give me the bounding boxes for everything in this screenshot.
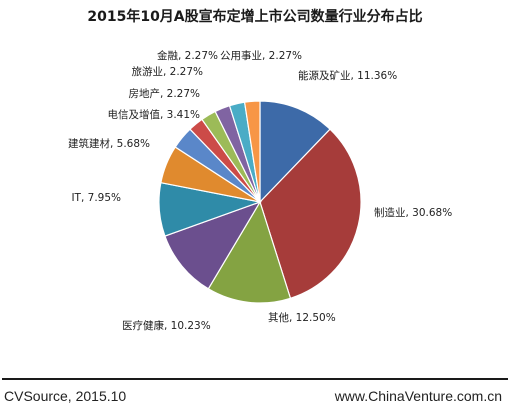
slice-label-10: 公用事业, 2.27% [220, 49, 302, 62]
slice-label-7: 房地产, 2.27% [128, 87, 200, 100]
slice-label-1: 制造业, 30.68% [374, 206, 452, 219]
pie-slice-3 [164, 200, 262, 290]
website-label: www.ChinaVenture.com.cn [334, 388, 502, 404]
pie-slice-1 [259, 128, 362, 300]
chart-title: 2015年10月A股宣布定增上市公司数量行业分布占比 [87, 9, 423, 25]
footer-divider [2, 378, 508, 380]
pie-chart: 能源及矿业, 11.36% 制造业, 30.68% 其他, 12.50% 医疗健康, … [68, 49, 452, 332]
pie-slice-11 [243, 100, 261, 203]
slice-label-9: 金融, 2.27% [157, 49, 218, 62]
pie-slice-2 [207, 200, 292, 304]
slice-label-0: 能源及矿业, 11.36% [298, 69, 397, 82]
slice-label-5: 建筑建材, 5.68% [68, 137, 150, 150]
source-label: CVSource, 2015.10 [4, 388, 127, 404]
slice-label-3: 医疗健康, 10.23% [122, 319, 211, 332]
slice-label-6: 电信及增值, 3.41% [107, 108, 200, 121]
slice-label-2: 其他, 12.50% [268, 311, 336, 324]
pie-slice-0 [259, 100, 331, 204]
slice-label-8: 旅游业, 2.27% [131, 65, 203, 78]
slice-label-4: IT, 7.95% [71, 192, 121, 204]
